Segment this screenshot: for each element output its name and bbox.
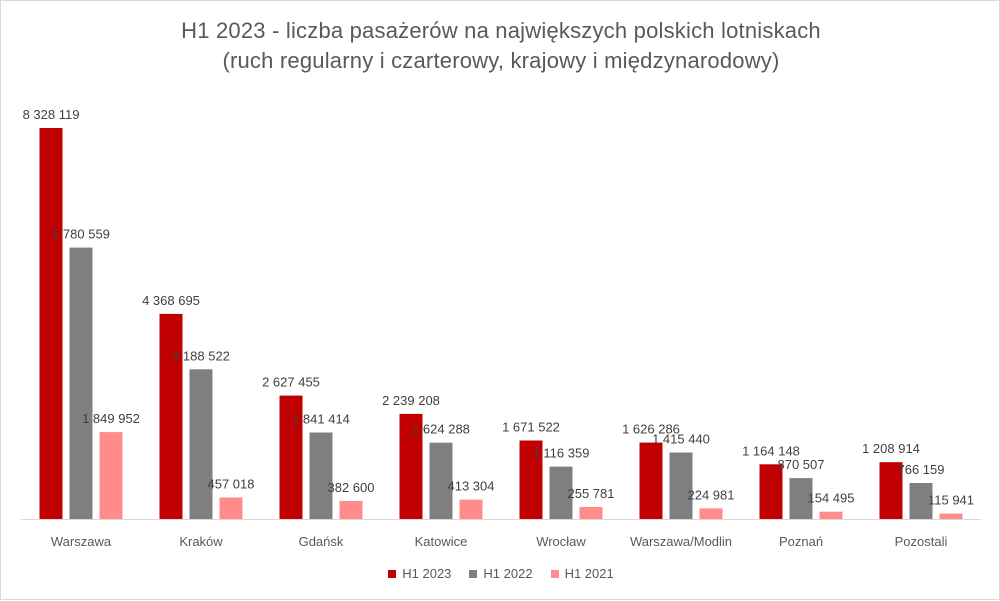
category-label-gda-sk: Gdańsk xyxy=(299,534,344,549)
data-label-h1-2022-warszawa: 5 780 559 xyxy=(52,227,110,242)
data-label-h1-2023-wroc-aw: 1 671 522 xyxy=(502,420,560,435)
legend-label-h1-2022: H1 2022 xyxy=(483,566,533,581)
data-label-h1-2022-gda-sk: 1 841 414 xyxy=(292,412,350,427)
bar-h1-2021-katowice xyxy=(459,499,483,519)
bar-h1-2022-pozostali xyxy=(909,483,933,519)
bar-h1-2022-warszawa-modlin xyxy=(669,452,693,519)
bar-h1-2021-warszawa xyxy=(99,432,123,519)
category-label-warszawa: Warszawa xyxy=(51,534,112,549)
category-label-krak-w: Kraków xyxy=(179,534,223,549)
bar-h1-2022-katowice xyxy=(429,442,453,519)
bar-h1-2023-pozostali xyxy=(879,462,903,519)
legend-item-h1-2022: H1 2022 xyxy=(469,566,533,581)
data-label-h1-2023-pozostali: 1 208 914 xyxy=(862,441,920,456)
bar-h1-2021-warszawa-modlin xyxy=(699,508,723,519)
legend-item-h1-2023: H1 2023 xyxy=(388,566,451,581)
bar-h1-2023-gda-sk xyxy=(279,395,303,519)
legend-label-h1-2021: H1 2021 xyxy=(564,566,614,581)
legend-item-h1-2021: H1 2021 xyxy=(550,566,614,581)
chart-title-line-2: (ruch regularny i czarterowy, krajowy i … xyxy=(222,48,780,73)
data-label-h1-2023-gda-sk: 2 627 455 xyxy=(262,375,320,390)
data-label-h1-2021-wroc-aw: 255 781 xyxy=(568,486,615,501)
data-label-h1-2023-krak-w: 4 368 695 xyxy=(142,293,200,308)
data-label-h1-2021-warszawa: 1 849 952 xyxy=(82,411,140,426)
bar-h1-2023-krak-w xyxy=(159,313,183,519)
data-label-h1-2022-pozna: 870 507 xyxy=(778,457,825,472)
data-label-h1-2023-katowice: 2 239 208 xyxy=(382,393,440,408)
legend-swatch-h1-2022 xyxy=(469,569,478,578)
data-label-h1-2021-katowice: 413 304 xyxy=(448,479,495,494)
bar-h1-2022-warszawa xyxy=(69,247,93,519)
legend-label-h1-2023: H1 2023 xyxy=(402,566,452,581)
category-label-katowice: Katowice xyxy=(415,534,468,549)
bar-h1-2022-wroc-aw xyxy=(549,466,573,519)
bar-h1-2023-pozna xyxy=(759,464,783,519)
data-label-h1-2023-warszawa: 8 328 119 xyxy=(23,107,80,122)
category-label-pozostali: Pozostali xyxy=(895,534,948,549)
data-label-h1-2023-pozna: 1 164 148 xyxy=(742,443,800,458)
data-label-h1-2022-pozostali: 766 159 xyxy=(898,462,945,477)
bar-h1-2022-pozna xyxy=(789,478,813,519)
data-label-h1-2022-warszawa-modlin: 1 415 440 xyxy=(652,432,710,447)
data-label-h1-2022-krak-w: 3 188 522 xyxy=(172,348,230,363)
bar-h1-2021-pozna xyxy=(819,511,843,519)
category-label-warszawa-modlin: Warszawa/Modlin xyxy=(630,534,732,549)
data-label-h1-2021-pozostali: 115 941 xyxy=(928,493,974,508)
bar-h1-2023-warszawa-modlin xyxy=(639,442,663,519)
bar-h1-2023-katowice xyxy=(399,413,423,519)
category-label-wroc-aw: Wrocław xyxy=(536,534,586,549)
bar-h1-2022-gda-sk xyxy=(309,432,333,519)
bar-h1-2023-warszawa xyxy=(39,128,63,519)
data-label-h1-2021-pozna: 154 495 xyxy=(808,491,855,506)
legend-swatch-h1-2021 xyxy=(550,569,559,578)
bar-h1-2022-krak-w xyxy=(189,369,213,519)
data-label-h1-2021-krak-w: 457 018 xyxy=(208,477,255,492)
data-label-h1-2023-warszawa-modlin: 1 626 286 xyxy=(622,422,680,437)
bar-h1-2021-pozostali xyxy=(939,513,963,519)
data-label-h1-2021-gda-sk: 382 600 xyxy=(328,480,375,495)
chart-title-line-1: H1 2023 - liczba pasażerów na największy… xyxy=(181,18,821,43)
data-label-h1-2021-warszawa-modlin: 224 981 xyxy=(688,487,735,502)
bar-h1-2023-wroc-aw xyxy=(519,440,543,519)
data-label-h1-2022-katowice: 1 624 288 xyxy=(412,422,470,437)
legend: H1 2023 H1 2022 H1 2021 xyxy=(1,566,1000,581)
bar-h1-2021-gda-sk xyxy=(339,501,363,519)
data-label-h1-2022-wroc-aw: 1 116 359 xyxy=(533,446,590,461)
bar-h1-2021-wroc-aw xyxy=(579,507,603,519)
category-label-pozna: Poznań xyxy=(779,534,823,549)
legend-swatch-h1-2023 xyxy=(388,569,397,578)
bar-h1-2021-krak-w xyxy=(219,497,243,519)
